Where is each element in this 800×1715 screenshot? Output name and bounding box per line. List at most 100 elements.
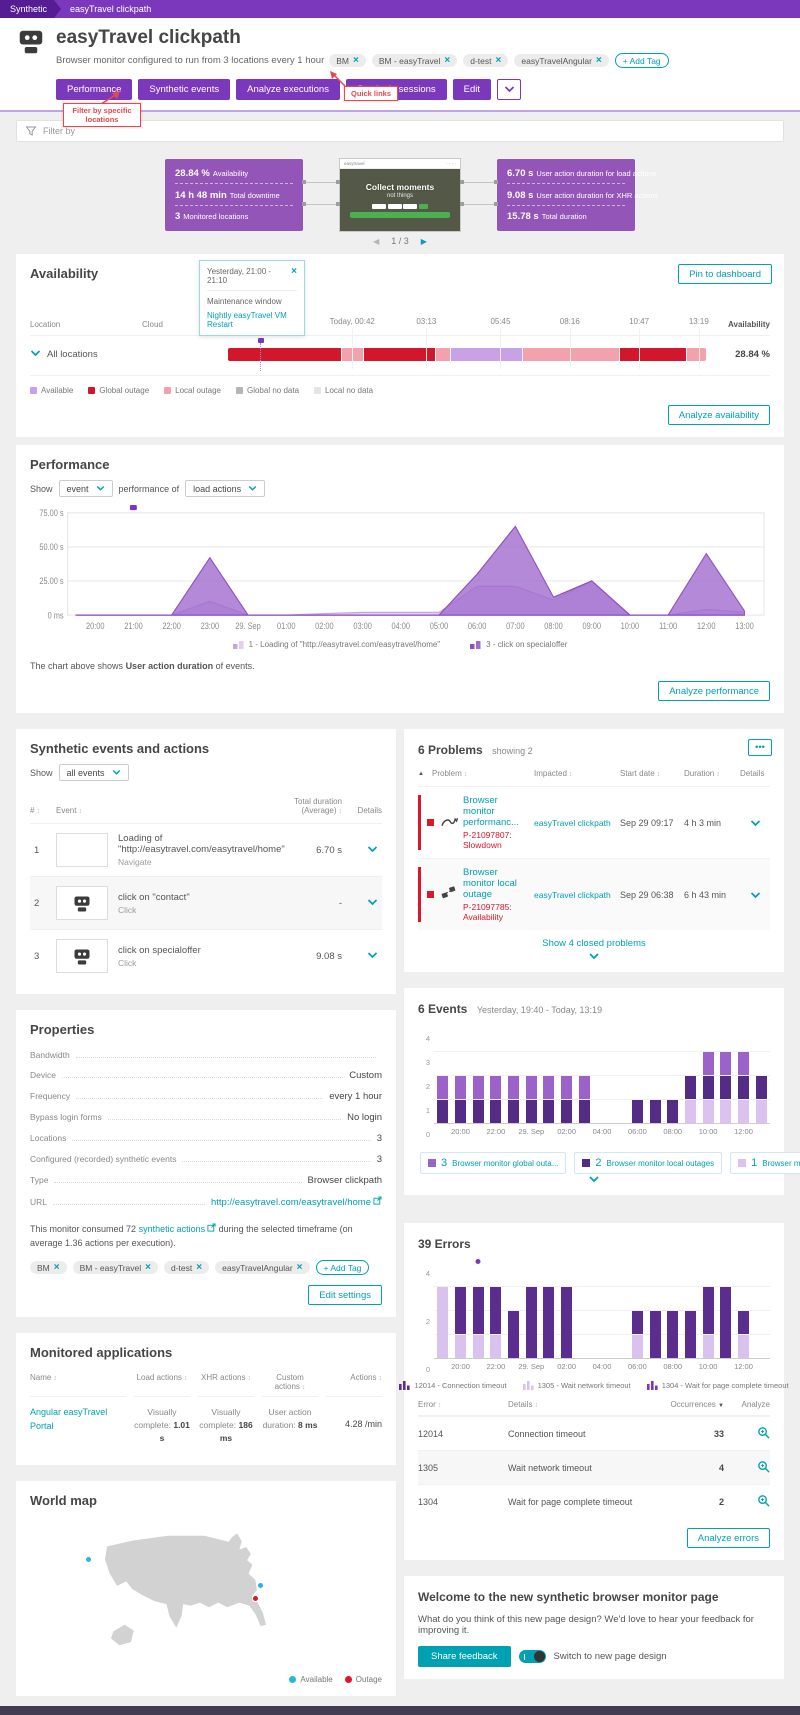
stacked-bar[interactable]	[472, 1287, 484, 1358]
stacked-bar[interactable]	[720, 1052, 732, 1123]
event-details-chevron[interactable]	[342, 951, 378, 962]
error-analyze[interactable]	[724, 1460, 770, 1475]
errors-legend-item[interactable]: 1305 - Wait network timeout	[522, 1381, 631, 1390]
analyze-errors-button[interactable]: Analyze errors	[686, 1528, 770, 1548]
problem-row[interactable]: Browser monitor performanc... P-21097807:…	[418, 786, 770, 858]
synthetic-events-button[interactable]: Synthetic events	[138, 79, 231, 100]
availability-segment-global-outage[interactable]	[228, 348, 342, 361]
stacked-bar[interactable]	[508, 1311, 520, 1358]
stacked-bar[interactable]	[455, 1287, 467, 1358]
problem-row[interactable]: Browser monitor local outage P-21097785: …	[418, 858, 770, 930]
stacked-bar[interactable]	[684, 1311, 696, 1358]
metric-select[interactable]: event	[58, 480, 113, 497]
problems-more-button[interactable]: •••	[748, 739, 772, 756]
stacked-bar[interactable]	[472, 1076, 484, 1123]
column-occurrences[interactable]: Occurrences ▼	[670, 1400, 724, 1409]
location-marker-available[interactable]	[84, 1555, 92, 1563]
stacked-bar[interactable]	[649, 1311, 661, 1358]
availability-segment-global-outage[interactable]	[620, 348, 687, 361]
error-row[interactable]: 1304 Wait for page complete timeout 2	[418, 1484, 770, 1518]
add-tag-button[interactable]: + Add Tag	[614, 53, 669, 68]
edit-button[interactable]: Edit	[452, 79, 492, 100]
stacked-bar[interactable]	[702, 1052, 714, 1123]
expand-events-chevron[interactable]	[418, 1174, 770, 1183]
remove-tag-icon[interactable]: ×	[495, 54, 502, 66]
synthetic-event-row[interactable]: 2 click on "contact" Click -	[30, 876, 382, 929]
errors-bar-chart[interactable]	[434, 1259, 770, 1359]
column-actions[interactable]: Actions ↕	[326, 1368, 382, 1397]
errors-legend-item[interactable]: 1304 - Wait for page complete timeout	[646, 1381, 789, 1390]
synthetic-actions-link[interactable]: synthetic actions	[138, 1224, 206, 1234]
column-load-actions[interactable]: Load actions ↕	[134, 1368, 190, 1397]
events-legend-chip[interactable]: 3 Browser monitor global outa...	[420, 1152, 567, 1174]
error-analyze[interactable]	[724, 1426, 770, 1441]
column-event[interactable]: Event	[56, 806, 77, 815]
performance-legend-item[interactable]: 3 - click on specialoffer	[470, 640, 567, 649]
stacked-bar[interactable]	[578, 1076, 590, 1123]
stacked-bar[interactable]	[455, 1076, 467, 1123]
column-impacted[interactable]: Impacted ↕	[534, 769, 573, 778]
stacked-bar[interactable]	[631, 1100, 643, 1123]
add-tag-button[interactable]: + Add Tag	[315, 1260, 370, 1275]
stacked-bar[interactable]	[684, 1076, 696, 1123]
pin-to-dashboard-button[interactable]: Pin to dashboard	[678, 264, 772, 284]
remove-tag-icon[interactable]: ×	[196, 1261, 203, 1273]
synthetic-event-row[interactable]: 1 Loading of "http://easytravel.com/easy…	[30, 823, 382, 876]
stacked-bar[interactable]	[490, 1076, 502, 1123]
column-details[interactable]: Details ↕	[508, 1400, 538, 1409]
stacked-bar[interactable]	[561, 1076, 573, 1123]
stacked-bar[interactable]	[667, 1100, 679, 1123]
stacked-bar[interactable]	[543, 1076, 555, 1123]
problem-title-link[interactable]: Browser monitor performanc...	[463, 795, 519, 828]
remove-tag-icon[interactable]: ×	[444, 54, 451, 66]
column-custom-actions[interactable]: Custom actions ↕	[262, 1368, 318, 1397]
availability-segment-local-outage[interactable]	[522, 348, 620, 361]
events-legend-chip[interactable]: 2 Browser monitor local outages	[574, 1152, 723, 1174]
error-row[interactable]: 1305 Wait network timeout 4	[418, 1450, 770, 1484]
availability-segment-local-outage[interactable]	[435, 348, 451, 361]
column-start-date[interactable]: Start date ↕	[620, 769, 661, 778]
availability-bar[interactable]	[228, 348, 706, 361]
stacked-bar[interactable]	[702, 1287, 714, 1358]
problem-details-chevron[interactable]	[740, 886, 770, 904]
event-details-chevron[interactable]	[342, 845, 378, 856]
severity-sort-icon[interactable]: ▲	[418, 770, 424, 777]
impacted-link[interactable]: easyTravel clickpath	[534, 817, 611, 828]
analyze-magnifier-icon[interactable]	[757, 1426, 770, 1439]
performance-legend-item[interactable]: 1 - Loading of "http://easytravel.com/ea…	[232, 640, 440, 649]
column-error[interactable]: Error ↕	[418, 1400, 442, 1409]
error-analyze[interactable]	[724, 1494, 770, 1509]
column-problem[interactable]: Problem ↕	[432, 769, 468, 778]
stacked-bar[interactable]	[738, 1052, 750, 1123]
column-num[interactable]: #	[30, 806, 35, 815]
availability-segment-local-outage[interactable]	[687, 348, 706, 361]
share-feedback-button[interactable]: Share feedback	[418, 1646, 511, 1667]
stacked-bar[interactable]	[631, 1311, 643, 1358]
pager-prev-icon[interactable]: ◀	[373, 236, 380, 246]
stacked-bar[interactable]	[755, 1076, 767, 1123]
event-details-chevron[interactable]	[342, 898, 378, 909]
remove-tag-icon[interactable]: ×	[145, 1261, 151, 1273]
stacked-bar[interactable]	[738, 1311, 750, 1358]
edit-settings-button[interactable]: Edit settings	[308, 1285, 382, 1305]
property-value[interactable]: http://easytravel.com/easytravel/home	[211, 1196, 382, 1208]
events-bar-chart[interactable]	[434, 1028, 770, 1124]
errors-legend-item[interactable]: 12014 - Connection timeout	[399, 1381, 507, 1390]
website-screenshot-thumbnail[interactable]: easytravel · · · · Collect moments not th…	[339, 158, 461, 232]
problem-details-chevron[interactable]	[740, 814, 770, 832]
column-duration[interactable]: Duration ↕	[684, 769, 720, 778]
column-availability[interactable]: Availability	[728, 320, 770, 329]
remove-tag-icon[interactable]: ×	[296, 1261, 303, 1273]
problem-title-link[interactable]: Browser monitor local outage	[463, 867, 517, 900]
column-location[interactable]: Location	[30, 320, 61, 329]
performance-button[interactable]: Performance	[56, 79, 133, 100]
maintenance-marker[interactable]	[258, 338, 265, 343]
application-link[interactable]: Angular easyTravel Portal	[30, 1407, 108, 1431]
stacked-bar[interactable]	[561, 1287, 573, 1358]
world-map[interactable]	[30, 1516, 382, 1673]
column-xhr-actions[interactable]: XHR actions ↕	[198, 1368, 254, 1397]
stacked-bar[interactable]	[437, 1287, 449, 1358]
stacked-bar[interactable]	[543, 1287, 555, 1358]
performance-area-chart[interactable]: 75.00 s 50.00 s 25.00 s 0 ms 20:00 21:00 22:00…	[30, 505, 770, 633]
